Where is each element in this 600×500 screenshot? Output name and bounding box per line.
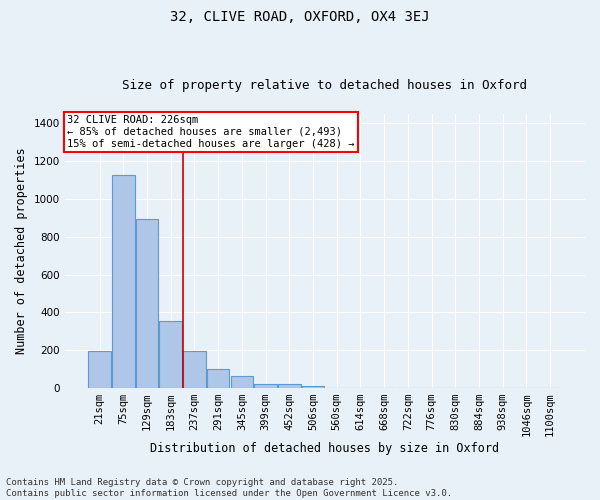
Text: Contains HM Land Registry data © Crown copyright and database right 2025.
Contai: Contains HM Land Registry data © Crown c… [6, 478, 452, 498]
Bar [112, 176, 134, 388]
Bar [136, 219, 158, 388]
Y-axis label: Number of detached properties: Number of detached properties [15, 148, 28, 354]
Text: 32 CLIVE ROAD: 226sqm
← 85% of detached houses are smaller (2,493)
15% of semi-d: 32 CLIVE ROAD: 226sqm ← 85% of detached … [67, 116, 355, 148]
Bar [207, 370, 229, 388]
Bar [278, 384, 301, 388]
Bar [88, 352, 111, 388]
Bar [183, 352, 206, 388]
Bar [160, 321, 182, 388]
Bar [254, 384, 277, 388]
Bar [230, 376, 253, 388]
X-axis label: Distribution of detached houses by size in Oxford: Distribution of detached houses by size … [150, 442, 499, 455]
Title: Size of property relative to detached houses in Oxford: Size of property relative to detached ho… [122, 79, 527, 92]
Text: 32, CLIVE ROAD, OXFORD, OX4 3EJ: 32, CLIVE ROAD, OXFORD, OX4 3EJ [170, 10, 430, 24]
Bar [302, 386, 324, 388]
